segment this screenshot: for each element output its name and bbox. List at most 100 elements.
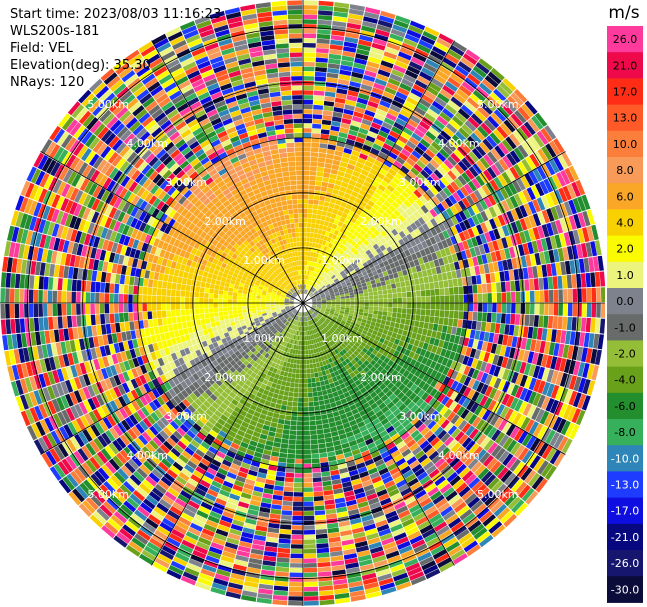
gate — [467, 257, 474, 267]
gate — [501, 225, 510, 237]
gate — [383, 294, 388, 299]
gate — [307, 280, 311, 285]
gate — [282, 496, 293, 502]
gate — [467, 285, 473, 294]
gate — [364, 192, 373, 200]
gate — [452, 191, 462, 202]
gate — [331, 299, 336, 302]
gate — [582, 210, 591, 227]
gate — [297, 416, 303, 421]
gate — [423, 62, 437, 73]
gate — [421, 94, 434, 105]
gate — [528, 170, 539, 185]
gate — [469, 93, 483, 106]
gate — [333, 184, 341, 191]
gate — [392, 307, 398, 313]
gate — [445, 237, 453, 247]
gate — [311, 218, 316, 224]
gate — [463, 337, 470, 347]
gate — [458, 85, 472, 97]
gate — [326, 306, 331, 309]
gate — [522, 350, 530, 363]
gate — [432, 274, 439, 282]
gate — [343, 41, 358, 49]
gate — [318, 282, 323, 287]
gate — [393, 327, 399, 334]
gate — [303, 0, 318, 6]
gate — [430, 289, 435, 296]
gate — [389, 130, 400, 139]
gate — [505, 235, 513, 248]
gate — [312, 304, 317, 306]
gate — [476, 274, 482, 285]
gate — [373, 303, 379, 307]
gate — [330, 282, 336, 287]
gate — [496, 303, 502, 313]
gate — [315, 181, 322, 186]
gate — [383, 303, 388, 308]
gate — [421, 67, 435, 78]
gate — [467, 217, 476, 228]
gate — [315, 57, 328, 63]
gate — [446, 271, 453, 280]
gate — [318, 269, 322, 275]
gate — [325, 403, 332, 410]
gate — [330, 213, 337, 219]
gate — [417, 257, 425, 265]
gate — [582, 227, 590, 243]
gate — [306, 280, 309, 285]
gate — [326, 297, 331, 300]
gate — [333, 269, 338, 275]
gate — [338, 206, 345, 212]
gate — [340, 305, 346, 308]
gate — [311, 377, 316, 383]
gate — [550, 263, 557, 276]
gate — [340, 122, 351, 130]
gate — [314, 284, 319, 289]
gate — [313, 481, 323, 487]
gate — [335, 295, 340, 298]
gate — [470, 132, 482, 145]
gate — [303, 482, 313, 488]
gate — [318, 443, 326, 449]
gate — [314, 278, 319, 284]
gate — [524, 173, 535, 187]
gate — [323, 235, 329, 241]
gate — [425, 309, 431, 316]
gate — [331, 250, 337, 256]
gate — [501, 200, 510, 212]
gate — [433, 234, 441, 243]
gate — [402, 236, 410, 244]
gate — [320, 409, 327, 415]
gate — [363, 114, 374, 122]
gate — [335, 199, 342, 206]
gate — [342, 50, 356, 58]
gate — [303, 359, 307, 365]
gate — [562, 275, 568, 289]
gate — [309, 171, 317, 176]
gate — [336, 175, 344, 182]
gate — [314, 243, 319, 249]
gate — [363, 74, 376, 83]
gate — [333, 278, 339, 283]
gate — [486, 312, 492, 323]
gate — [346, 22, 362, 30]
gate — [451, 134, 463, 146]
gate — [493, 109, 507, 122]
gate — [359, 153, 368, 161]
gate — [414, 106, 426, 116]
gate — [436, 179, 446, 190]
gate — [333, 287, 338, 291]
gate — [336, 241, 342, 248]
gate — [303, 284, 305, 289]
gate — [303, 548, 317, 554]
gate — [527, 118, 540, 133]
gate — [303, 66, 315, 72]
gate — [498, 158, 509, 171]
gate — [311, 288, 315, 292]
gate — [470, 69, 484, 82]
gate — [341, 181, 349, 188]
gate — [414, 79, 428, 90]
gate — [511, 336, 518, 348]
gate — [303, 208, 308, 214]
